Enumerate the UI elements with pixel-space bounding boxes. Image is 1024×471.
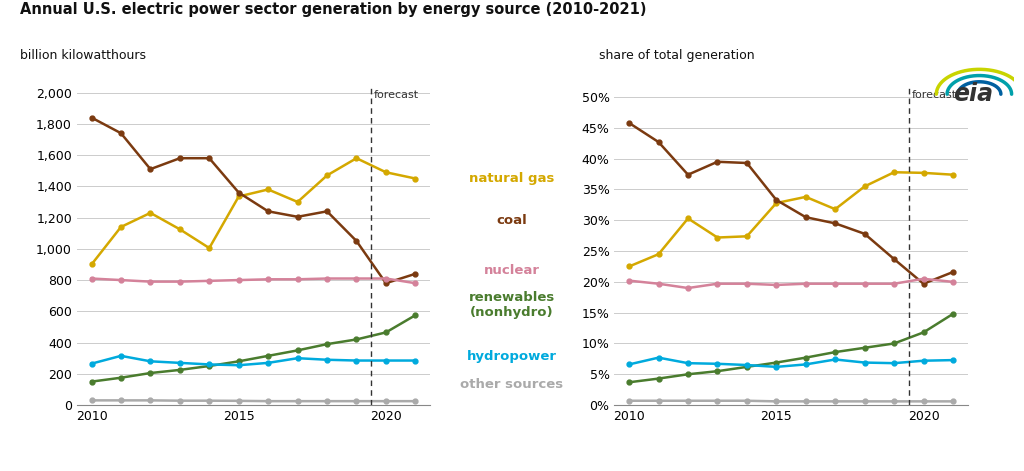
Text: forecast: forecast [374,89,419,99]
Text: billion kilowatthours: billion kilowatthours [20,49,146,63]
Text: other sources: other sources [461,378,563,391]
Text: hydropower: hydropower [467,350,557,363]
Text: renewables
(nonhydro): renewables (nonhydro) [469,291,555,319]
Text: coal: coal [497,214,527,227]
Text: eia: eia [953,82,993,106]
Text: natural gas: natural gas [469,172,555,185]
Text: forecast: forecast [911,89,956,99]
Text: nuclear: nuclear [484,264,540,277]
Text: share of total generation: share of total generation [599,49,755,63]
Text: Annual U.S. electric power sector generation by energy source (2010-2021): Annual U.S. electric power sector genera… [20,2,647,17]
